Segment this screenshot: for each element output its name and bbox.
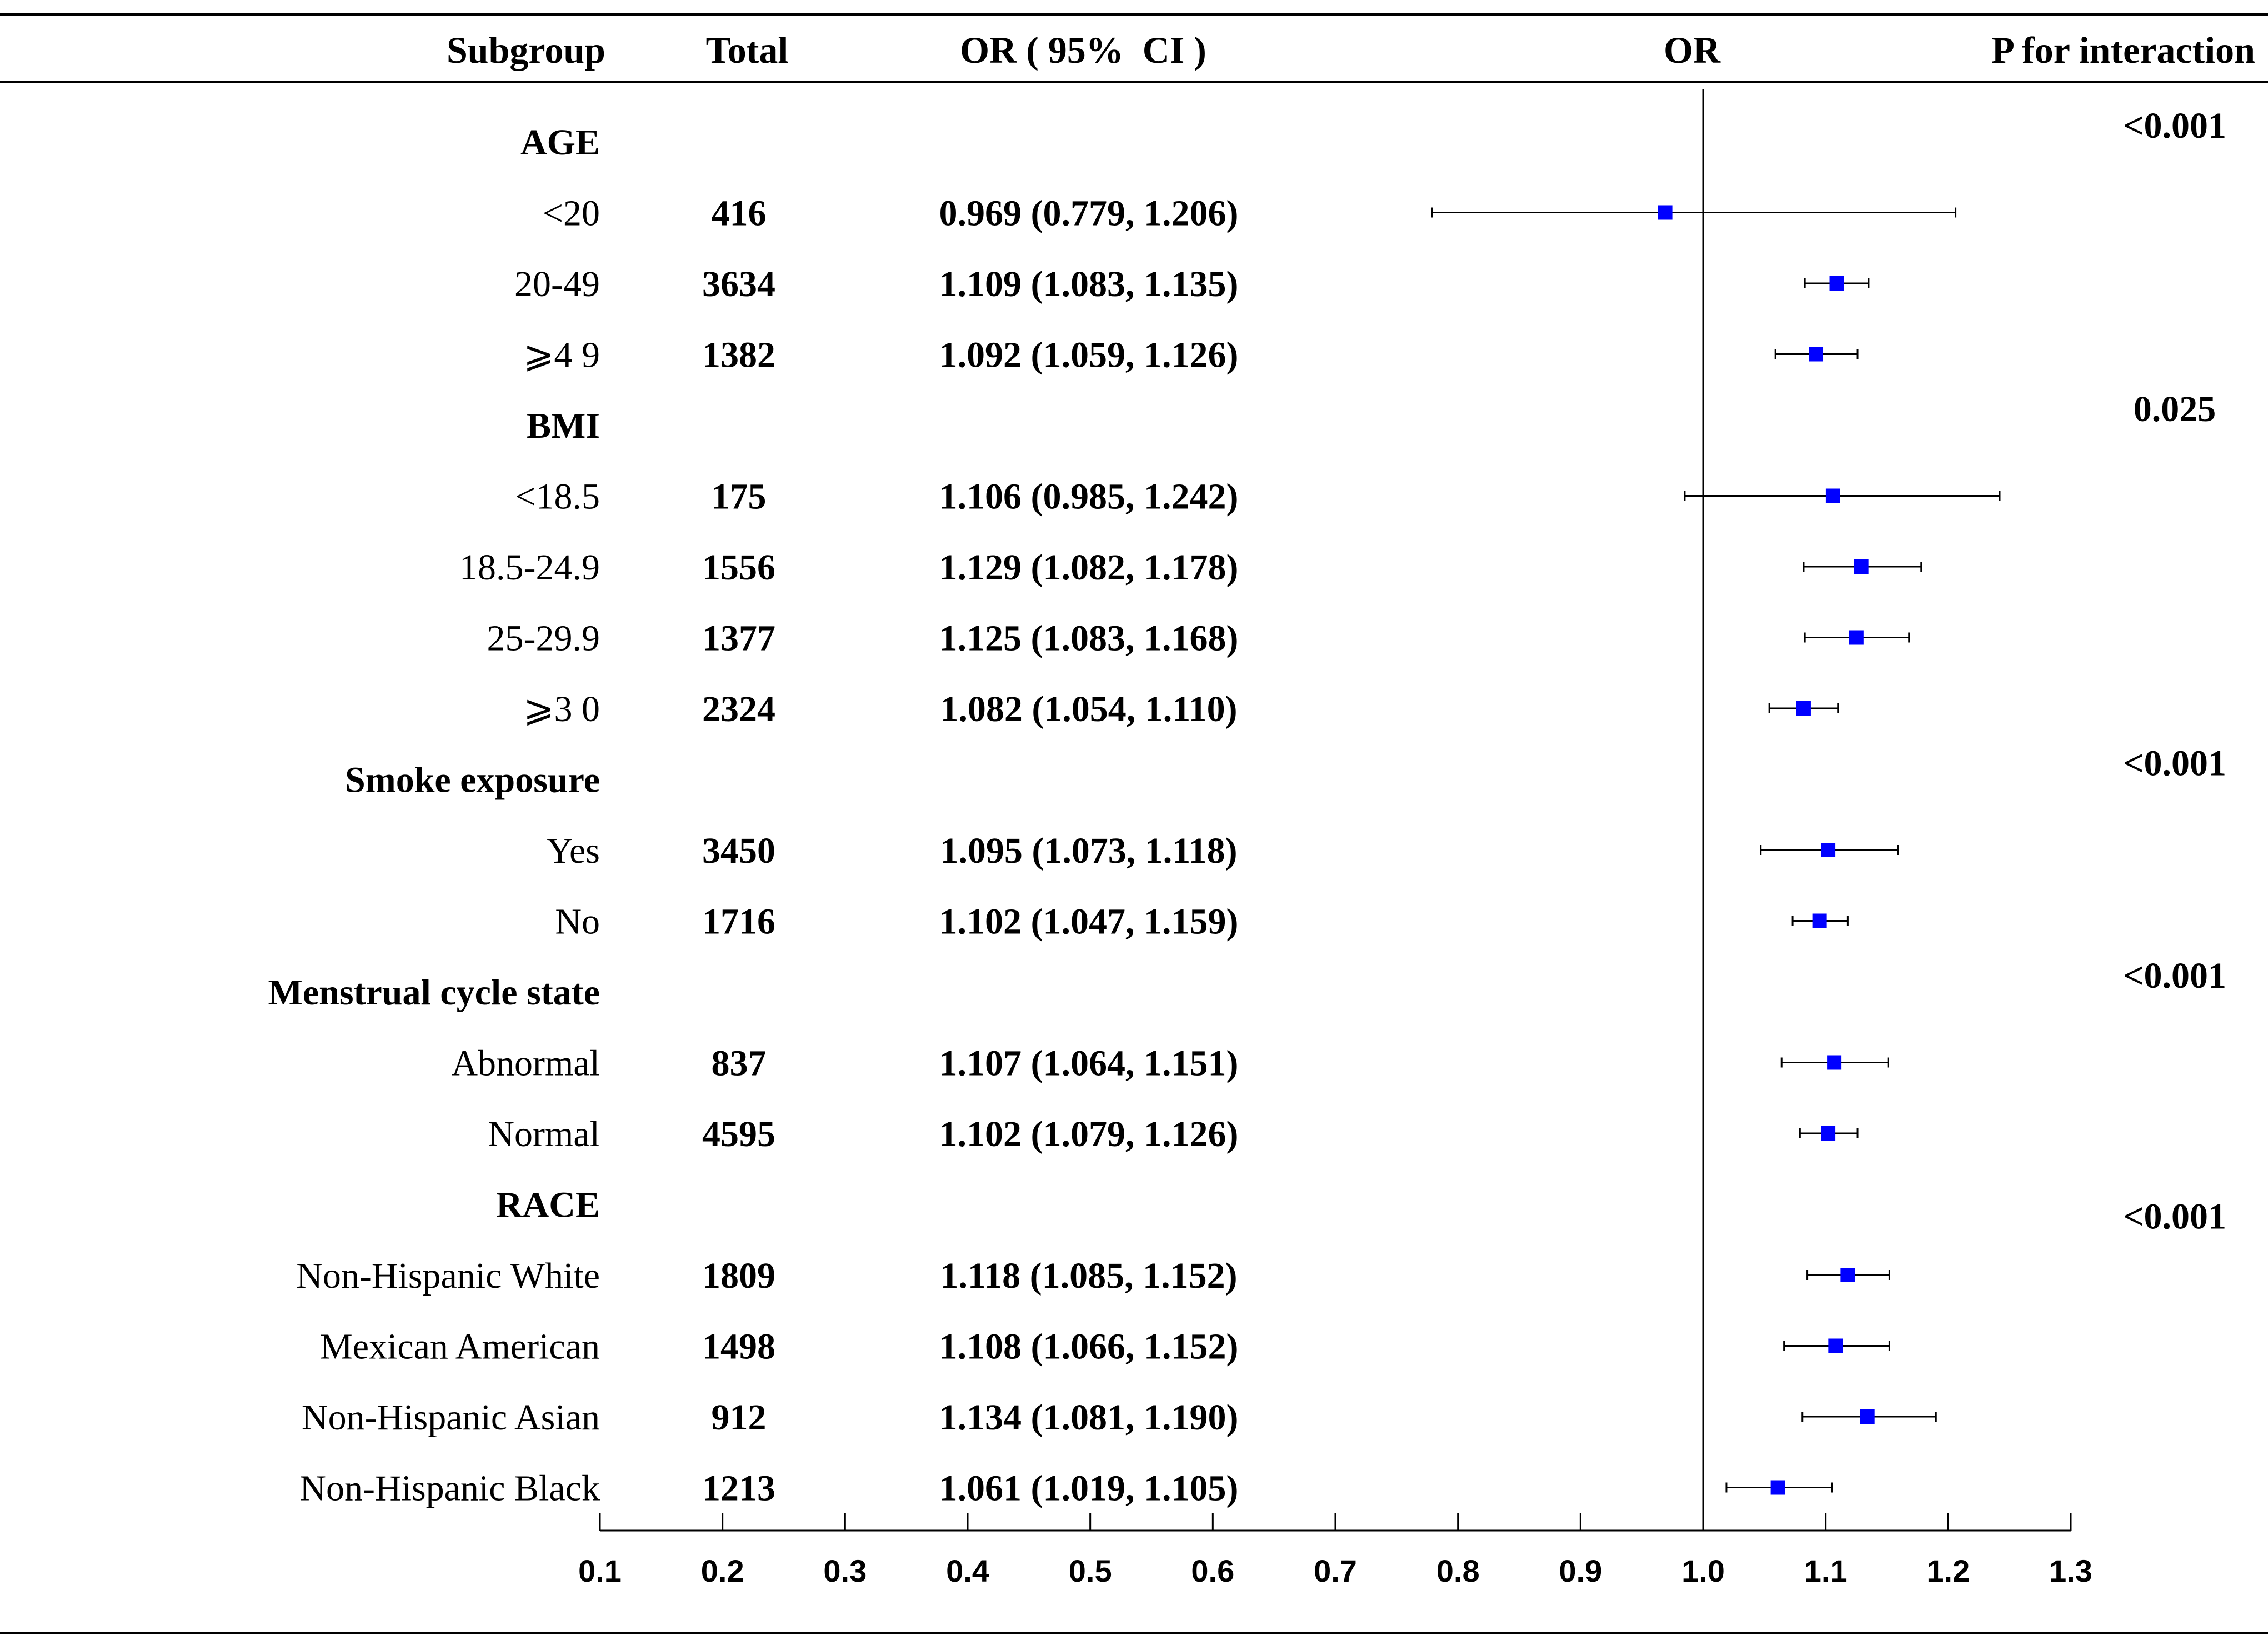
row-label: Abnormal	[451, 1043, 600, 1084]
row-or-ci: 1.106 (0.985, 1.242)	[939, 477, 1239, 517]
row-label: No	[555, 902, 600, 942]
row-label: 18.5-24.9	[459, 547, 600, 588]
group-label: AGE	[520, 122, 600, 163]
row-or-ci: 1.125 (1.083, 1.168)	[939, 618, 1239, 659]
row-total: 1556	[702, 547, 775, 588]
or-marker	[1770, 1480, 1785, 1495]
row-or-ci: 1.082 (1.054, 1.110)	[940, 689, 1237, 729]
header-p-interaction: P for interaction	[1991, 29, 2255, 71]
or-marker	[1825, 488, 1840, 503]
row-or-ci: 1.102 (1.047, 1.159)	[939, 902, 1239, 942]
or-marker	[1827, 1055, 1842, 1070]
row-total: 1213	[702, 1468, 775, 1509]
or-marker	[1854, 559, 1869, 574]
row-or-ci: 0.969 (0.779, 1.206)	[939, 193, 1239, 234]
group-label: BMI	[527, 406, 600, 446]
group-label: RACE	[496, 1185, 600, 1226]
or-marker	[1849, 630, 1864, 645]
row-or-ci: 1.108 (1.066, 1.152)	[939, 1327, 1239, 1367]
row-or-ci: 1.129 (1.082, 1.178)	[939, 547, 1239, 588]
row-label: 20-49	[514, 264, 600, 304]
row-or-ci: 1.095 (1.073, 1.118)	[940, 831, 1237, 871]
row-total: 3450	[702, 831, 775, 871]
row-total: 837	[712, 1043, 767, 1084]
or-marker	[1821, 843, 1836, 857]
row-total: 1498	[702, 1327, 775, 1367]
row-total: 416	[712, 193, 767, 234]
row-total: 1377	[702, 618, 775, 659]
row-label: Normal	[488, 1114, 600, 1154]
or-marker	[1860, 1409, 1875, 1424]
header-total: Total	[706, 29, 789, 71]
x-tick-label: 1.2	[1926, 1553, 1970, 1588]
or-marker	[1821, 1126, 1836, 1141]
row-or-ci: 1.102 (1.079, 1.126)	[939, 1114, 1239, 1154]
x-tick-label: 0.7	[1314, 1553, 1357, 1588]
row-label: Non-Hispanic Black	[299, 1468, 600, 1509]
p-interaction-value: <0.001	[2123, 743, 2226, 784]
p-interaction-value: <0.001	[2123, 106, 2226, 146]
x-tick-label: 1.0	[1681, 1553, 1725, 1588]
p-interaction-value: 0.025	[2134, 389, 2216, 429]
row-or-ci: 1.118 (1.085, 1.152)	[940, 1256, 1237, 1296]
or-marker	[1828, 1338, 1843, 1353]
row-or-ci: 1.107 (1.064, 1.151)	[939, 1043, 1239, 1084]
x-tick-label: 0.8	[1436, 1553, 1480, 1588]
row-or-ci: 1.109 (1.083, 1.135)	[939, 264, 1239, 304]
row-label: Mexican American	[320, 1327, 600, 1367]
x-tick-label: 0.2	[701, 1553, 744, 1588]
row-or-ci: 1.061 (1.019, 1.105)	[939, 1468, 1239, 1509]
row-total: 1382	[702, 335, 775, 376]
row-label: Yes	[547, 831, 600, 871]
header-subgroup: Subgroup	[447, 29, 605, 71]
row-or-ci: 1.092 (1.059, 1.126)	[939, 335, 1239, 376]
or-marker	[1809, 347, 1824, 362]
x-tick-label: 0.4	[946, 1553, 989, 1588]
row-label: ⩾3 0	[523, 689, 600, 729]
group-label: Menstrual cycle state	[268, 972, 600, 1013]
row-total: 2324	[702, 689, 775, 729]
or-marker	[1658, 205, 1673, 220]
row-label: <18.5	[515, 477, 600, 517]
row-label: <20	[543, 193, 600, 234]
or-marker	[1840, 1268, 1855, 1282]
x-tick-label: 0.9	[1559, 1553, 1602, 1588]
x-tick-label: 0.1	[578, 1553, 622, 1588]
group-label: Smoke exposure	[345, 760, 600, 801]
or-marker	[1829, 276, 1844, 291]
row-total: 1809	[702, 1256, 775, 1296]
x-tick-label: 1.1	[1804, 1553, 1848, 1588]
row-total: 912	[712, 1397, 767, 1438]
x-tick-label: 0.6	[1191, 1553, 1234, 1588]
header-or: OR	[1664, 29, 1721, 71]
row-total: 3634	[702, 264, 775, 304]
or-marker	[1812, 913, 1827, 928]
x-tick-label: 1.3	[2049, 1553, 2092, 1588]
row-label: Non-Hispanic White	[296, 1256, 600, 1296]
row-total: 1716	[702, 902, 775, 942]
x-tick-label: 0.3	[823, 1553, 867, 1588]
header-or-ci: OR ( 95% CI )	[960, 29, 1206, 71]
row-label: 25-29.9	[487, 618, 600, 659]
x-tick-label: 0.5	[1069, 1553, 1112, 1588]
or-marker	[1796, 701, 1811, 716]
p-interaction-value: <0.001	[2123, 956, 2226, 996]
row-total: 175	[712, 477, 767, 517]
row-or-ci: 1.134 (1.081, 1.190)	[939, 1397, 1239, 1438]
row-label: ⩾4 9	[523, 335, 600, 376]
row-label: Non-Hispanic Asian	[302, 1397, 600, 1438]
row-total: 4595	[702, 1114, 775, 1154]
p-interaction-value: <0.001	[2123, 1197, 2226, 1237]
